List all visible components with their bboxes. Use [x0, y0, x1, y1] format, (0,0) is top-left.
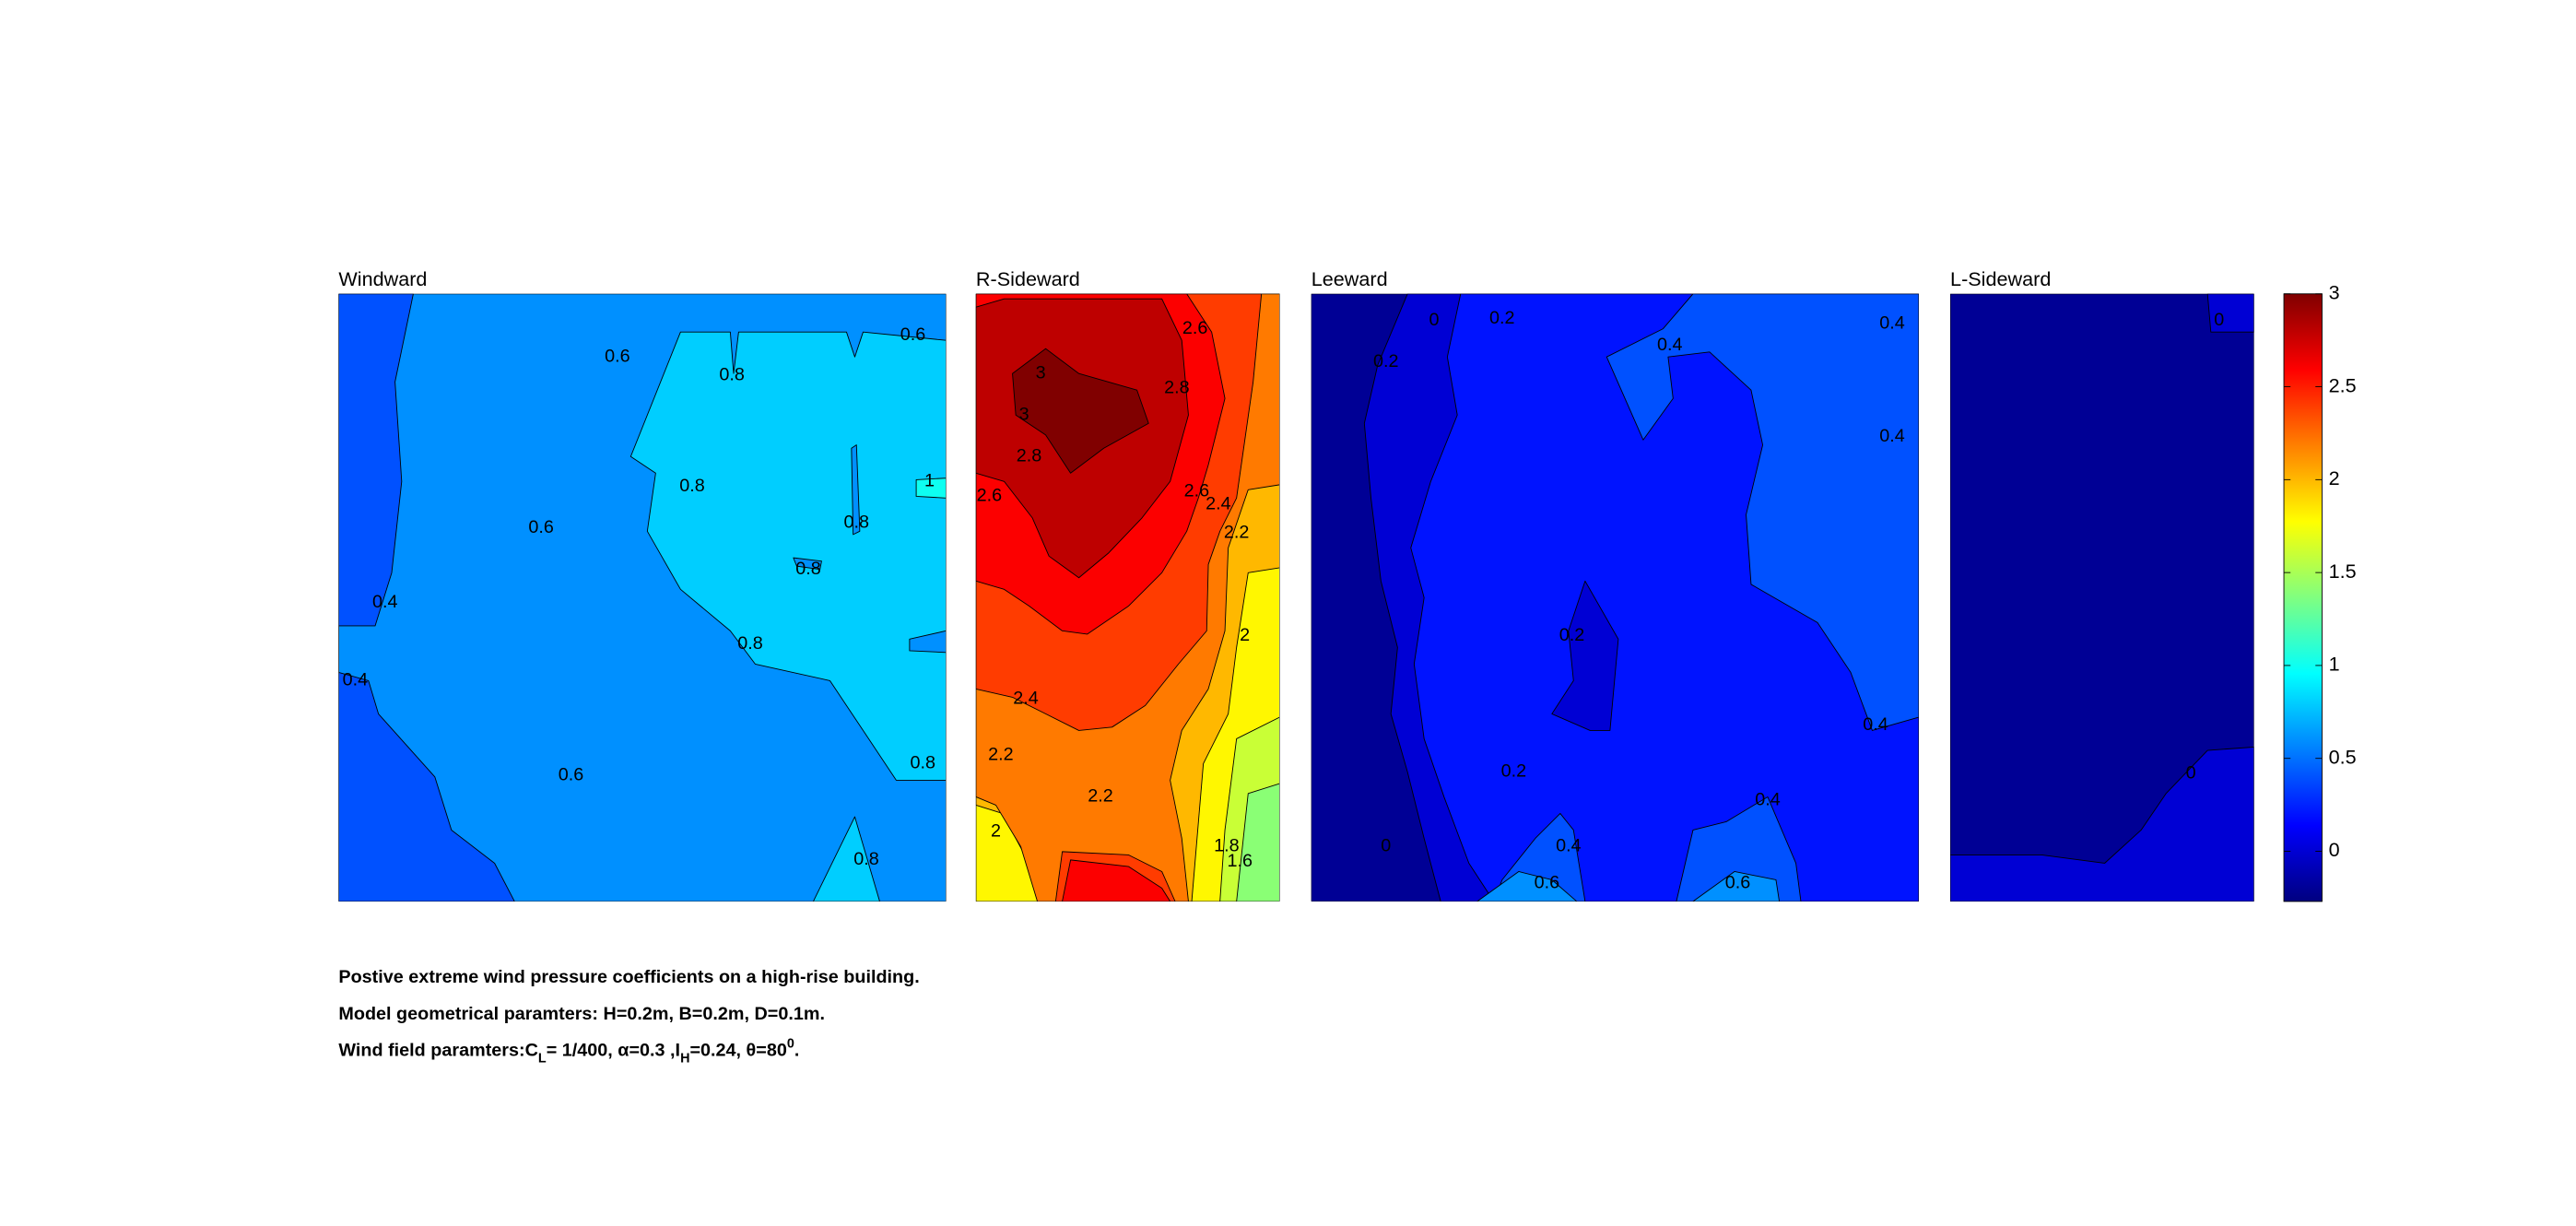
contour-label: 0.8 — [853, 849, 879, 869]
colorbar-tick-label: 1 — [2329, 653, 2340, 676]
contour-label: 0.4 — [1879, 312, 1905, 333]
contour-region — [812, 816, 880, 902]
note-part: = 1/400, α=0.3 ,I — [547, 1040, 680, 1060]
contour-label: 0.8 — [843, 513, 869, 533]
panel-title: R-Sideward — [976, 267, 1080, 290]
contour-label: 0.6 — [900, 324, 926, 345]
contour-label: 0.4 — [1879, 426, 1905, 446]
contour-label: 2 — [1240, 625, 1250, 645]
panel-title: Windward — [338, 267, 427, 290]
contour-label: 1 — [924, 471, 935, 491]
note-part: H — [680, 1052, 689, 1067]
panel-title: Leeward — [1312, 267, 1388, 290]
contour-label: 2.8 — [1017, 445, 1042, 466]
contour-label: 2.6 — [1182, 318, 1208, 338]
contour-panel: L-Sideward 0 0 — [1950, 267, 2254, 902]
contour-region — [1950, 293, 2254, 902]
contour-label: 1.6 — [1228, 851, 1253, 871]
contour-label: 0.6 — [559, 764, 584, 784]
contour-label: 2.8 — [1164, 378, 1190, 398]
colorbar-tick-label: 0.5 — [2329, 745, 2357, 768]
regions — [1311, 293, 1919, 902]
contour-label: 0 — [2186, 762, 2196, 783]
contour-label: 2.4 — [1013, 688, 1039, 708]
contour-panel: Windward 0.6 0.8 0.6 0.8 1 0.6 0.8 0.8 0.4 0.8 0.4 0… — [338, 267, 947, 902]
contour-region — [1606, 293, 1919, 731]
contour-region — [338, 293, 515, 902]
contour-label: 3 — [1036, 362, 1046, 383]
contour-label: 0.4 — [1556, 836, 1582, 856]
contour-label: 2.2 — [988, 745, 1014, 765]
contour-region — [629, 331, 947, 781]
contour-label: 0.4 — [372, 592, 398, 612]
contour-region — [793, 557, 822, 571]
contour-panel: Leeward 0 0.2 0.2 0.4 0.4 0.4 0.2 0.4 0.2 0.4 0 0.4 0… — [1311, 267, 1919, 902]
note: Wind field paramters:CL= 1/400, α=0.3 ,I… — [338, 1036, 799, 1066]
contour-panel: R-Sideward332.82.62.82.62.62.42.222.42.2… — [975, 267, 1280, 902]
contour-label: 0.2 — [1559, 625, 1585, 645]
contour-label: 0.4 — [1863, 714, 1888, 735]
contour-region — [1676, 796, 1802, 902]
contour-region — [1012, 348, 1149, 474]
contour-label: 0.6 — [528, 517, 554, 537]
contour-label: 0.2 — [1373, 351, 1399, 371]
contour-label: 0.4 — [1657, 335, 1683, 355]
contour-label: 0.8 — [911, 753, 936, 773]
contour-region — [2206, 293, 2254, 333]
contour-label: 2 — [991, 821, 1001, 842]
contour-label: 0.6 — [605, 346, 630, 366]
contour-region — [1062, 859, 1171, 902]
note: Model geometrical paramters: H=0.2m, B=0… — [338, 1004, 825, 1024]
note-part: Wind field paramters:C — [338, 1040, 538, 1060]
contour-region — [915, 477, 947, 499]
contour-label: 3 — [1019, 404, 1029, 424]
colorbar-tick-label: 2.5 — [2329, 373, 2357, 396]
contour-label: 0.8 — [719, 364, 745, 384]
regions — [1950, 293, 2254, 902]
colorbar-tick-label: 2 — [2329, 466, 2340, 489]
colorbar-tick-label: 1.5 — [2329, 560, 2357, 583]
contour-region — [1551, 580, 1619, 731]
contour-label: 0.8 — [795, 559, 821, 579]
colorbar — [2283, 293, 2323, 902]
contour-label: 0.4 — [343, 670, 369, 690]
note-part: =0.24, θ=80 — [689, 1040, 786, 1060]
panel-title: L-Sideward — [1950, 267, 2051, 290]
contour-region — [1692, 871, 1781, 902]
contour-label: 0.6 — [1725, 872, 1751, 892]
colorbar-tick-label: 3 — [2329, 280, 2340, 303]
contour-label: 1.8 — [1214, 836, 1240, 856]
contour-label: 0.2 — [1501, 761, 1527, 782]
contour-region — [851, 444, 861, 536]
contour-label: 0 — [2214, 310, 2224, 330]
contour-label: 0.4 — [1755, 789, 1781, 809]
contour-label: 2.4 — [1206, 494, 1231, 514]
note-part: 0 — [787, 1036, 794, 1051]
contour-label: 2.6 — [977, 486, 1003, 506]
contour-label: 0.6 — [1535, 872, 1560, 892]
contour-label: 0 — [1381, 836, 1391, 856]
contour-label: 0.2 — [1489, 308, 1515, 328]
contour-region — [1950, 746, 2254, 902]
contour-label: 0 — [1429, 310, 1439, 330]
note: Postive extreme wind pressure coefficien… — [338, 967, 919, 987]
note-part: . — [794, 1040, 800, 1060]
contour-label: 0.8 — [679, 476, 705, 496]
note-part: L — [538, 1052, 547, 1067]
contour-label: 2.6 — [1184, 480, 1210, 501]
contour-region — [1476, 871, 1578, 902]
regions — [338, 293, 947, 902]
contour-label: 2.2 — [1088, 786, 1113, 807]
contour-label: 2.2 — [1224, 522, 1250, 542]
colorbar-tick-label: 0 — [2329, 838, 2340, 861]
contour-label: 0.8 — [737, 633, 763, 654]
regions — [975, 293, 1280, 902]
